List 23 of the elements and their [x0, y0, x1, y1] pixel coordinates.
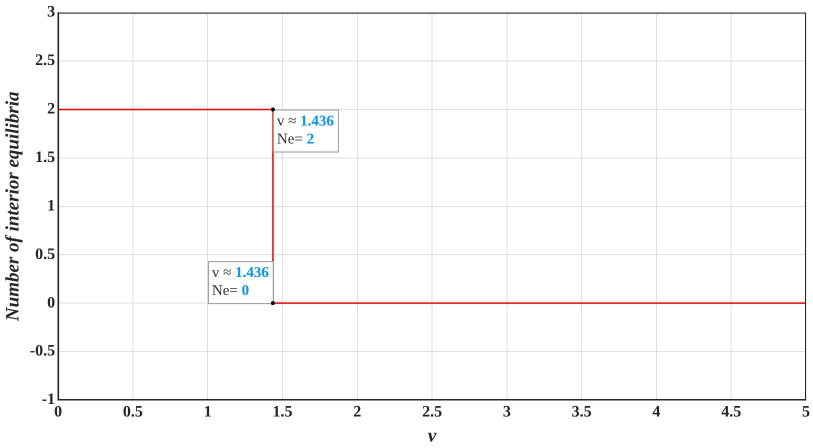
x-tick-label: 2 [353, 404, 362, 421]
y-tick-label: 1 [47, 197, 56, 214]
x-tick-label: 2.5 [422, 404, 442, 421]
y-tick-label: 2 [47, 100, 56, 118]
y-axis-title: Number of interior equilibria [2, 91, 24, 322]
x-tick-label: 3.5 [572, 404, 592, 421]
x-tick-label: 0.5 [122, 404, 143, 421]
y-tick-label: -1 [42, 391, 56, 408]
x-tick-label: 4 [652, 404, 660, 421]
annotation: v ≈ 1.436 Ne= 2 [276, 113, 334, 148]
y-tick-label: 3 [47, 4, 56, 21]
y-tick-label: 2.5 [35, 52, 56, 70]
x-tick-label: 5 [802, 404, 810, 421]
x-tick-label: 1 [204, 404, 212, 421]
x-axis-title: v [428, 426, 437, 447]
y-tick-label: 0.5 [35, 246, 56, 263]
y-tick-label: -0.5 [30, 342, 56, 360]
x-tick-label: 1.5 [272, 404, 292, 421]
y-tick-label: 1.5 [35, 149, 56, 166]
x-tick-label: 4.5 [721, 404, 742, 421]
x-tick-label: 3 [502, 404, 511, 421]
annotation: v ≈ 1.436 Ne= 0 [212, 265, 270, 300]
y-tick-label: 0 [47, 294, 56, 312]
